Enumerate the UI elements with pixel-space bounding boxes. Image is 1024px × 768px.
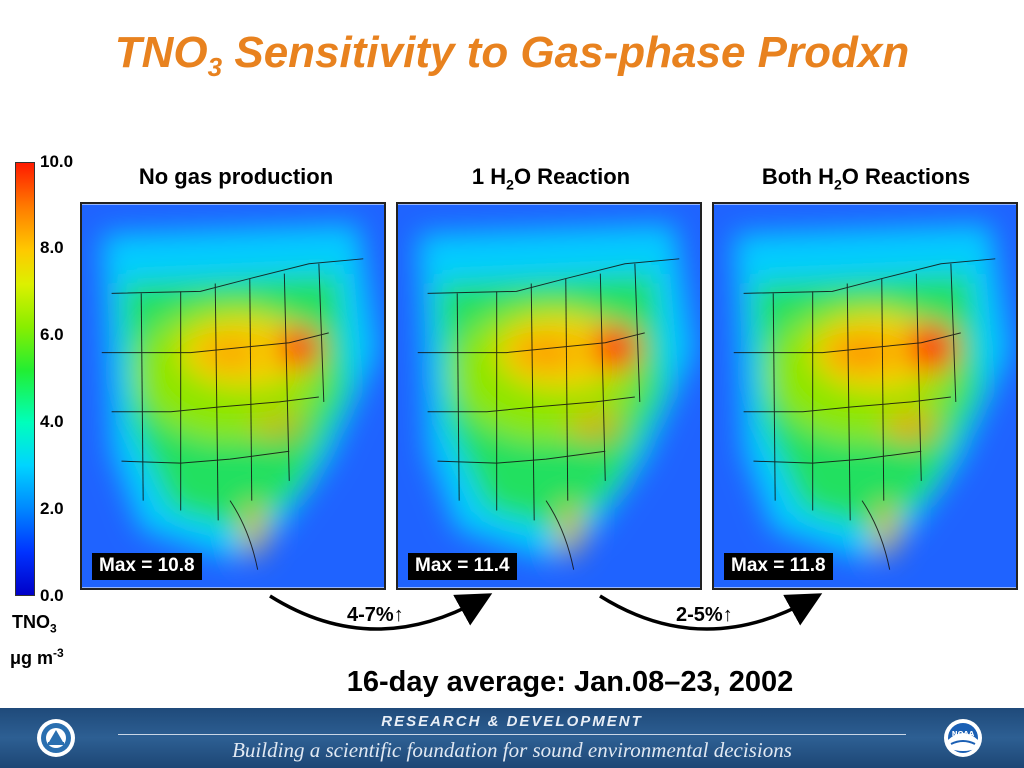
colorbar-tick: 10.0 [40, 152, 74, 171]
comparison-arrow-1 [269, 593, 493, 631]
noaa-logo-icon: NOAA [944, 719, 982, 757]
panel-label-both-h2o: Both H2O Reactions [761, 164, 971, 193]
max-label: Max = 11.4 [408, 553, 517, 580]
colorbar-tick: 0.0 [40, 586, 64, 605]
colorbar-unit-measure: μg m-3 [10, 646, 64, 668]
map-panel-1-h2o: Max = 11.4 [396, 202, 702, 590]
concentration-map-both-h2o [714, 204, 1016, 588]
colorbar-tick: 4.0 [40, 412, 64, 431]
epa-seal-icon [37, 719, 75, 757]
concentration-map-no-gas [82, 204, 384, 588]
color-scale-bar [15, 162, 35, 596]
colorbar-unit-species: TNO3 [12, 612, 57, 636]
footer-divider [118, 734, 906, 735]
max-label: Max = 10.8 [92, 553, 202, 580]
panel-label-no-gas: No gas production [138, 164, 334, 189]
colorbar-tick: 2.0 [40, 499, 64, 518]
map-panel-both-h2o: Max = 11.8 [712, 202, 1018, 590]
panel-label-1-h2o: 1 H2O Reaction [471, 164, 631, 193]
footer-tagline: Building a scientific foundation for sou… [232, 738, 792, 762]
averaging-period-caption: 16-day average: Jan.08–23, 2002 [346, 666, 794, 698]
footer-heading: RESEARCH & DEVELOPMENT [381, 713, 643, 730]
noaa-logo-text: NOAA [952, 730, 975, 738]
max-label: Max = 11.8 [724, 553, 833, 580]
colorbar-tick: 6.0 [40, 325, 64, 344]
increase-label-2: 2-5%↑ [676, 604, 733, 626]
slide-title: TNO3 Sensitivity to Gas-phase Prodxn [114, 28, 910, 82]
increase-label-1: 4-7%↑ [347, 604, 404, 626]
concentration-map-1-h2o [398, 204, 700, 588]
map-panel-no-gas: Max = 10.8 [80, 202, 386, 590]
comparison-arrow-2 [599, 593, 823, 631]
colorbar-tick: 8.0 [40, 238, 64, 257]
footer-banner: RESEARCH & DEVELOPMENT Building a scient… [0, 708, 1024, 768]
